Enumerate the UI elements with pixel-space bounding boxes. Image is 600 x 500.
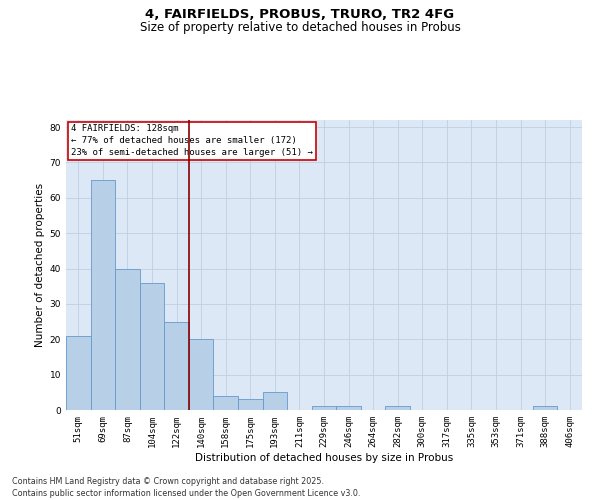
Text: 4 FAIRFIELDS: 128sqm
← 77% of detached houses are smaller (172)
23% of semi-deta: 4 FAIRFIELDS: 128sqm ← 77% of detached h… xyxy=(71,124,313,157)
Bar xyxy=(263,392,287,410)
Bar xyxy=(140,282,164,410)
Bar xyxy=(385,406,410,410)
Bar xyxy=(91,180,115,410)
Text: 4, FAIRFIELDS, PROBUS, TRURO, TR2 4FG: 4, FAIRFIELDS, PROBUS, TRURO, TR2 4FG xyxy=(145,8,455,20)
Text: Contains HM Land Registry data © Crown copyright and database right 2025.
Contai: Contains HM Land Registry data © Crown c… xyxy=(12,476,361,498)
Bar xyxy=(533,406,557,410)
Text: Size of property relative to detached houses in Probus: Size of property relative to detached ho… xyxy=(140,21,460,34)
Bar xyxy=(312,406,336,410)
Bar xyxy=(336,406,361,410)
Bar xyxy=(66,336,91,410)
Bar xyxy=(189,340,214,410)
Y-axis label: Number of detached properties: Number of detached properties xyxy=(35,183,46,347)
Bar xyxy=(164,322,189,410)
Bar xyxy=(214,396,238,410)
Bar xyxy=(115,268,140,410)
X-axis label: Distribution of detached houses by size in Probus: Distribution of detached houses by size … xyxy=(195,452,453,462)
Bar xyxy=(238,400,263,410)
